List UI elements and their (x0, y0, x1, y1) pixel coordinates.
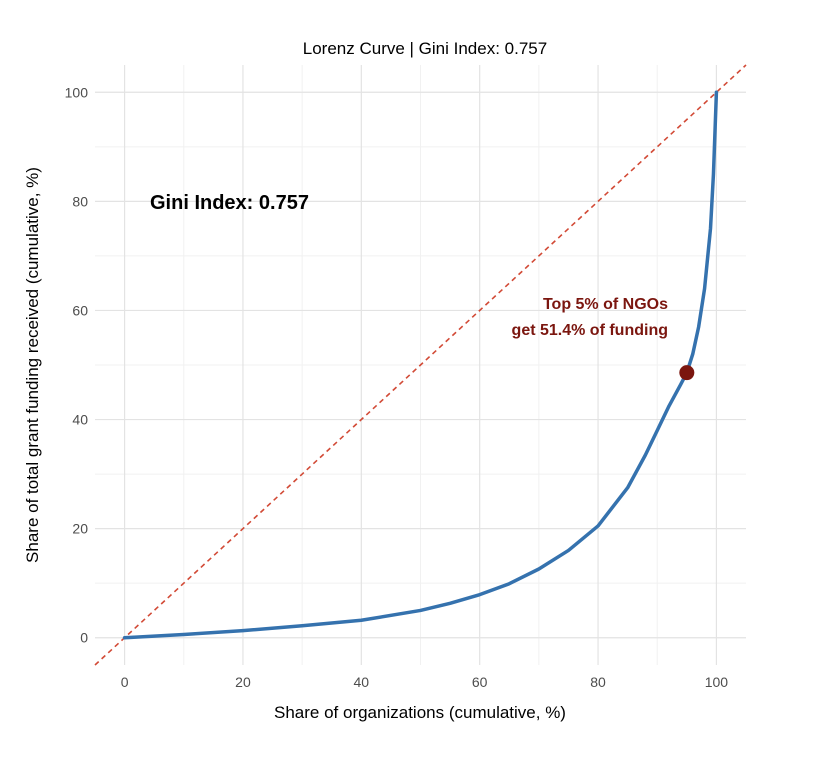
y-tick-label: 80 (72, 193, 88, 209)
x-tick-label: 40 (354, 674, 370, 690)
x-axis-title: Share of organizations (cumulative, %) (274, 703, 566, 722)
equality-line (94, 64, 747, 666)
top5-highlight-point (679, 365, 695, 381)
y-tick-label: 100 (65, 84, 89, 100)
x-tick-label: 0 (121, 674, 129, 690)
top-ngos-annotation-line1: Top 5% of NGOs (543, 296, 668, 313)
x-tick-label: 60 (472, 674, 488, 690)
y-tick-label: 20 (72, 521, 88, 537)
y-axis-title: Share of total grant funding received (c… (23, 167, 42, 563)
y-tick-label: 0 (80, 630, 88, 646)
x-tick-label: 100 (705, 674, 729, 690)
x-tick-label: 20 (235, 674, 251, 690)
x-tick-label: 80 (590, 674, 606, 690)
top-ngos-annotation-line2: get 51.4% of funding (512, 322, 668, 339)
chart-title: Lorenz Curve | Gini Index: 0.757 (303, 39, 547, 58)
major-gridlines (95, 65, 746, 665)
y-tick-label: 40 (72, 412, 88, 428)
y-tick-label: 60 (72, 302, 88, 318)
y-axis-ticks: 0 20 40 60 80 100 (65, 84, 89, 645)
minor-gridlines (95, 65, 746, 665)
lorenz-curve (122, 90, 719, 640)
gini-index-label: Gini Index: 0.757 (150, 192, 309, 214)
x-axis-ticks: 0 20 40 60 80 100 (121, 674, 729, 690)
